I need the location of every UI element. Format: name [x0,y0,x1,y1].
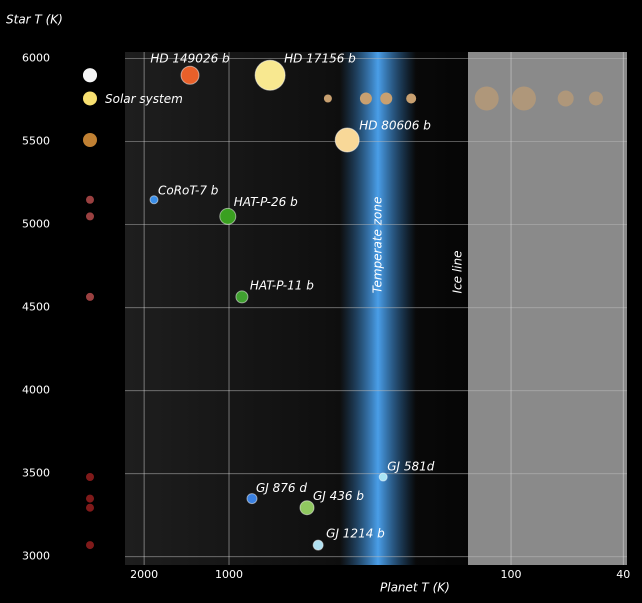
host-star [83,91,97,106]
planet [359,92,372,105]
point-label: GJ 1214 b [326,527,385,541]
point-label: GJ 436 b [313,489,364,503]
y-tick-label: 4000 [22,384,50,397]
point-label: CoRoT-7 b [158,183,219,197]
x-tick-label: 2000 [130,568,158,581]
y-tick-label: 6000 [22,52,50,65]
host-star [83,132,97,147]
point-label: HAT-P-26 b [234,195,298,209]
legend-label: Solar system [105,92,183,106]
planet [299,500,315,516]
point-label: HD 80606 b [359,118,431,132]
x-tick-label: 1000 [215,568,243,581]
planet [312,539,324,551]
point-label: GJ 581d [387,460,435,474]
host-star [86,494,94,503]
planet [323,94,332,103]
x-tick-label: 40 [616,568,630,581]
planet [380,92,393,105]
host-star [86,212,94,221]
planet [557,90,574,107]
y-tick-label: 3500 [22,467,50,480]
y-tick-label: 4500 [22,301,50,314]
planet [149,195,159,205]
point-label: HD 149026 b [150,52,230,66]
planet [511,86,536,111]
planet [254,59,286,91]
annotation: Ice line [451,251,465,294]
planet [406,93,417,104]
x-axis-title: Planet T (K) [380,581,450,595]
planet [334,127,360,153]
host-star [86,503,94,512]
y-tick-label: 3000 [22,550,50,563]
point-label: HAT-P-11 b [250,278,314,292]
planet [378,472,388,482]
point-label: HD 17156 b [284,52,356,66]
y-tick-label: 5000 [22,218,50,231]
host-star [83,68,97,83]
planet [219,207,237,225]
planet [180,65,200,85]
y-tick-label: 5500 [22,135,50,148]
point-label: GJ 876 d [256,481,307,495]
cold-region [468,52,627,565]
host-star [86,195,94,204]
annotation: Temperate zone [371,197,385,294]
host-star [86,473,94,482]
host-star [86,541,94,550]
y-axis-title: Star T (K) [6,13,63,27]
planet [246,493,258,505]
planet [474,86,499,111]
planet [235,290,249,304]
host-star [86,292,94,301]
x-tick-label: 100 [501,568,522,581]
planet [588,91,603,106]
